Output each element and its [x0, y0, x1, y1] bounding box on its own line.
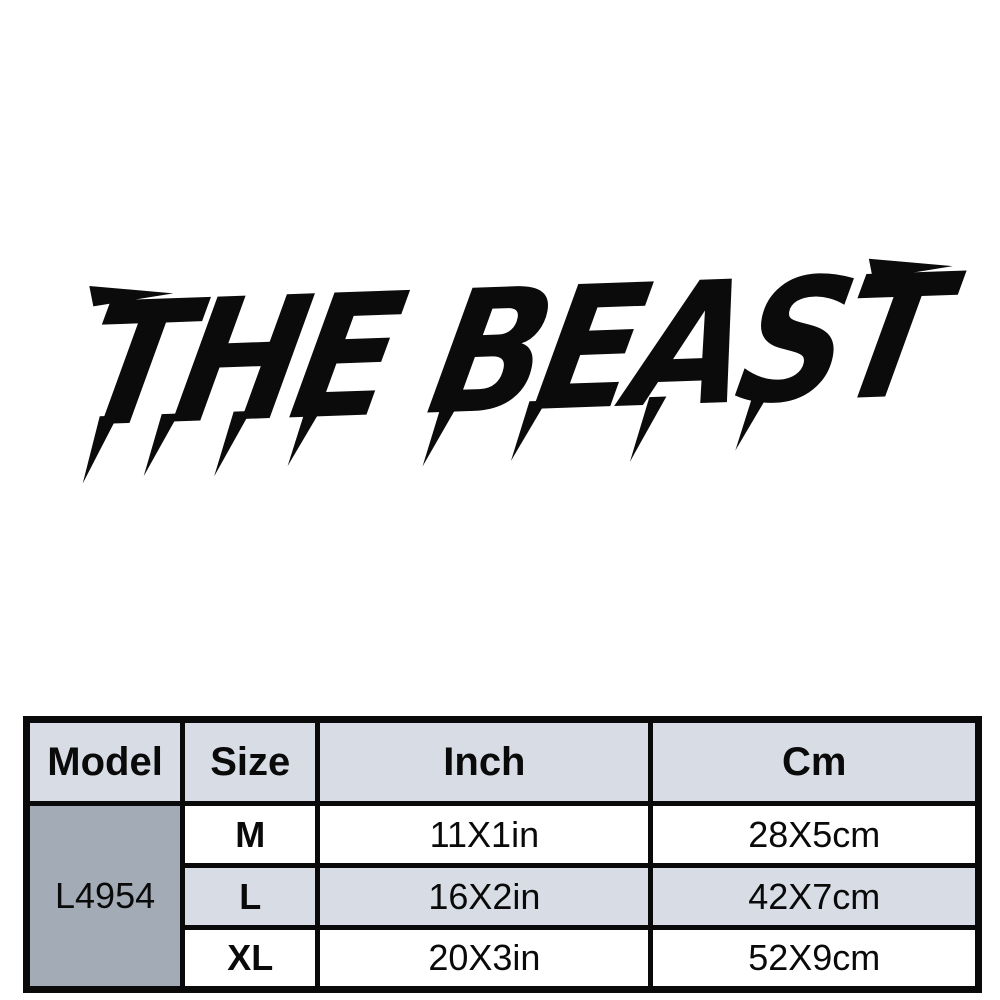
size-xl-inch: 20X3in	[315, 925, 654, 992]
size-m-label: M	[180, 801, 321, 868]
size-m-cm: 28X5cm	[648, 801, 981, 868]
logo-text: THE BEAST	[67, 248, 973, 466]
header-cm: Cm	[648, 717, 981, 806]
logo-graphic: THE BEAST	[67, 248, 974, 484]
header-inch: Inch	[315, 717, 654, 806]
size-table: Model Size Inch Cm L4954 M 11X1in 28X5cm…	[23, 716, 982, 993]
table-row: L4954 M 11X1in 28X5cm	[23, 801, 981, 992]
size-l-inch: 16X2in	[315, 863, 654, 930]
logo-spike	[868, 258, 953, 280]
logo-spike	[89, 286, 174, 307]
size-xl-cm: 52X9cm	[648, 925, 981, 992]
table-header-row: Model Size Inch Cm	[23, 717, 981, 806]
model-code: L4954	[23, 801, 186, 992]
logo: THE BEAST	[0, 248, 1000, 488]
header-size: Size	[180, 717, 321, 806]
size-chart: Model Size Inch Cm L4954 M 11X1in 28X5cm…	[23, 716, 982, 993]
size-l-label: L	[180, 863, 321, 930]
size-m-inch: 11X1in	[315, 801, 654, 868]
header-model: Model	[23, 717, 186, 806]
table-row: L 16X2in 42X7cm	[27, 863, 981, 930]
size-xl-label: XL	[180, 925, 321, 992]
size-l-cm: 42X7cm	[648, 863, 981, 930]
table-row: XL 20X3in 52X9cm	[27, 925, 981, 992]
logo-spike	[214, 411, 251, 477]
